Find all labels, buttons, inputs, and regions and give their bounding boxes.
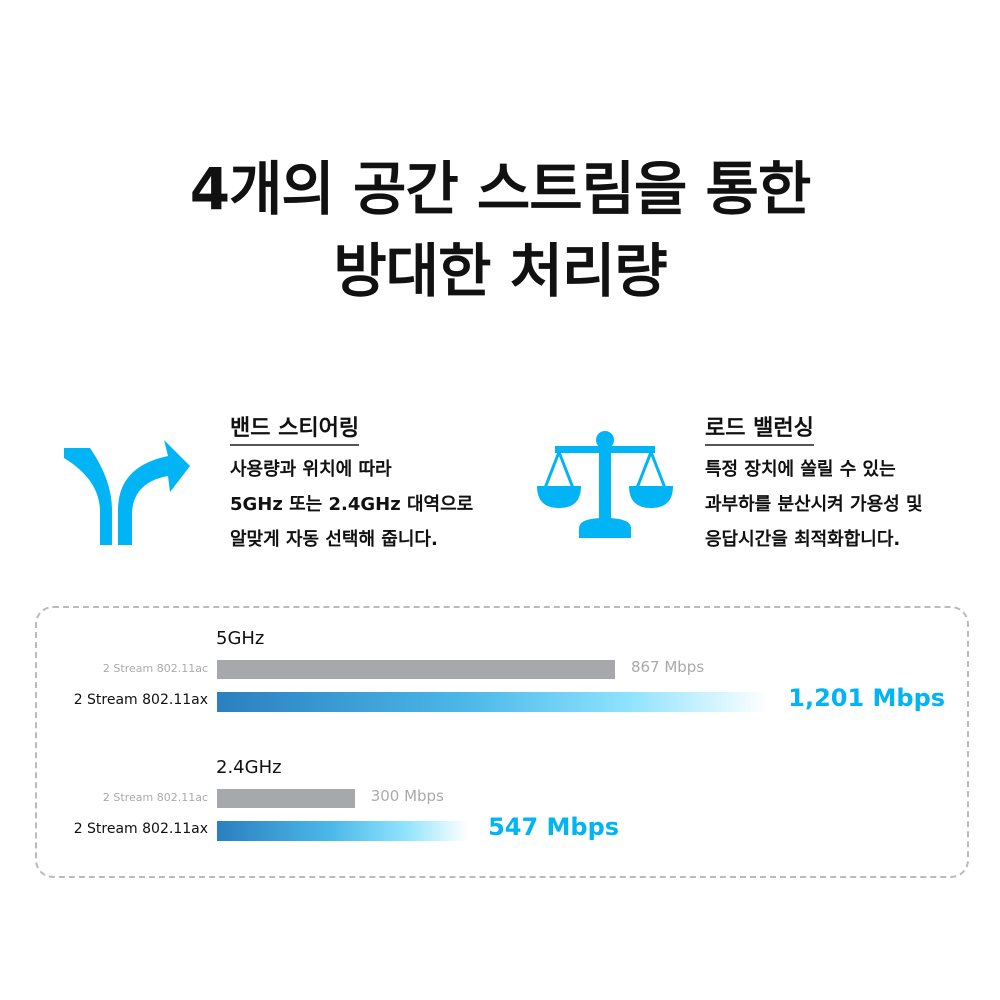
feature-line: 특정 장치에 쏠릴 수 있는	[705, 459, 896, 480]
band-label: 5GHz	[216, 628, 265, 649]
bar-2.4GHz-ax	[217, 821, 469, 841]
feature-heading: 밴드 스티어링	[230, 410, 360, 446]
bar-label: 2 Stream 802.11ac	[102, 662, 208, 675]
feature-heading: 로드 밸런싱	[705, 410, 814, 446]
value-label: 300 Mbps	[370, 787, 444, 805]
page-title: 4개의 공간 스트림을 통한 방대한 처리량	[0, 148, 1000, 312]
bar-label: 2 Stream 802.11ac	[102, 791, 208, 804]
band-label: 2.4GHz	[216, 757, 282, 778]
feature-text: 밴드 스티어링 사용량과 위치에 따라 5GHz 또는 2.4GHz 대역으로 …	[230, 410, 550, 557]
value-label: 867 Mbps	[630, 658, 705, 676]
feature-line: 사용량과 위치에 따라	[230, 459, 392, 480]
chart-box	[35, 606, 969, 878]
bar-2.4GHz-ac	[217, 789, 355, 808]
feature-text: 로드 밸런싱 특정 장치에 쏠릴 수 있는 과부하를 분산시켜 가용성 및 응답…	[705, 410, 1000, 557]
value-label: 547 Mbps	[488, 813, 620, 841]
feature-line: 과부하를 분산시켜 가용성 및	[705, 494, 923, 515]
feature-line: 응답시간을 최적화합니다.	[705, 529, 901, 550]
balance-scale-icon	[537, 431, 673, 538]
value-label: 1,201 Mbps	[788, 684, 946, 712]
split-arrow-icon	[64, 440, 190, 545]
title-line-1: 4개의 공간 스트림을 통한	[189, 155, 812, 223]
bar-5GHz-ac	[217, 660, 615, 679]
bar-5GHz-ax	[217, 692, 769, 712]
feature-line: 5GHz 또는 2.4GHz 대역으로	[230, 494, 474, 515]
feature-line: 알맞게 자동 선택해 줍니다.	[230, 529, 438, 550]
bar-label: 2 Stream 802.11ax	[73, 692, 208, 708]
bar-label: 2 Stream 802.11ax	[73, 821, 208, 837]
title-line-2: 방대한 처리량	[333, 237, 667, 305]
